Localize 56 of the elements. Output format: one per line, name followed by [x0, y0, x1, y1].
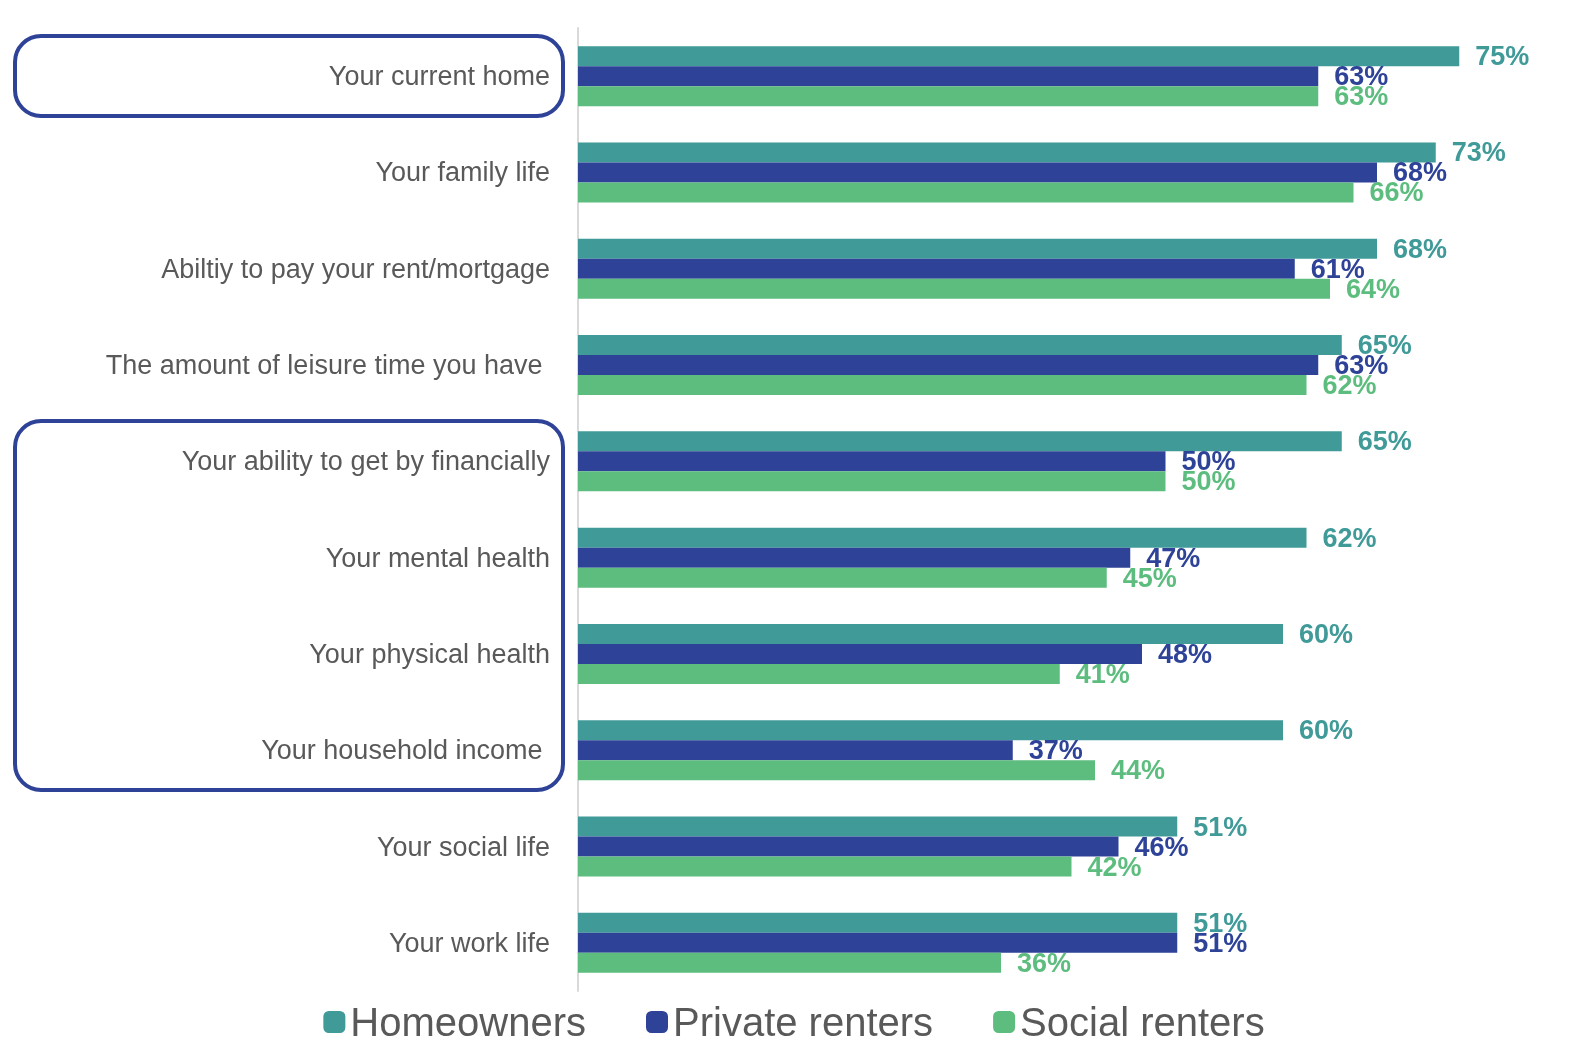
data-label: 36% [1017, 947, 1072, 978]
y-tick-label: Your current home [328, 61, 550, 92]
data-label: 37% [1028, 735, 1083, 766]
y-tick-label: Your ability to get by financially [181, 446, 551, 477]
y-tick-label: Your household income [261, 735, 550, 766]
bar [578, 567, 1107, 588]
bar [578, 66, 1319, 87]
data-label: 75% [1475, 41, 1530, 72]
y-tick-label: Your social life [376, 831, 550, 862]
bar [578, 952, 1001, 973]
data-label: 68% [1393, 233, 1448, 264]
bar [578, 238, 1377, 259]
bar [578, 740, 1013, 761]
y-tick-label: The amount of leisure time you have [105, 350, 550, 381]
y-tick-label: Your mental health [325, 542, 550, 573]
y-tick-label: Your family life [375, 157, 550, 188]
data-label: 44% [1111, 755, 1166, 786]
bar [578, 471, 1166, 492]
y-tick-label: Your work life [388, 927, 550, 958]
bar [578, 355, 1319, 376]
bar [578, 623, 1283, 644]
data-label: 51% [1193, 811, 1248, 842]
bar [578, 643, 1142, 664]
y-tick-label: Abiltiy to pay your rent/mortgage [161, 253, 550, 284]
bar [578, 527, 1307, 548]
bar [578, 836, 1119, 857]
bar [578, 182, 1354, 203]
bar [578, 451, 1166, 472]
bar [578, 335, 1342, 356]
bar [578, 375, 1307, 396]
bar [578, 278, 1330, 299]
bar [578, 431, 1342, 452]
bar [578, 46, 1460, 67]
data-label: 41% [1075, 658, 1130, 689]
bar [578, 760, 1095, 781]
bar [578, 856, 1072, 877]
legend-label: Homeowners [350, 1000, 587, 1044]
legend-label: Private renters [673, 1000, 934, 1044]
data-label: 73% [1451, 137, 1506, 168]
data-label: 60% [1299, 715, 1354, 746]
data-label: 60% [1299, 618, 1354, 649]
legend-label: Social renters [1020, 1000, 1265, 1044]
bar [578, 86, 1319, 107]
bar [578, 663, 1060, 684]
bar [578, 912, 1178, 933]
bar [578, 932, 1178, 953]
bar [578, 258, 1295, 279]
bar [578, 816, 1178, 837]
data-label: 62% [1322, 522, 1377, 553]
bar [578, 142, 1436, 163]
data-label: 48% [1158, 638, 1213, 669]
data-label: 65% [1357, 426, 1412, 457]
bar [578, 547, 1131, 568]
bar [578, 162, 1377, 183]
bar [578, 720, 1283, 741]
y-tick-label: Your physical health [309, 638, 550, 669]
